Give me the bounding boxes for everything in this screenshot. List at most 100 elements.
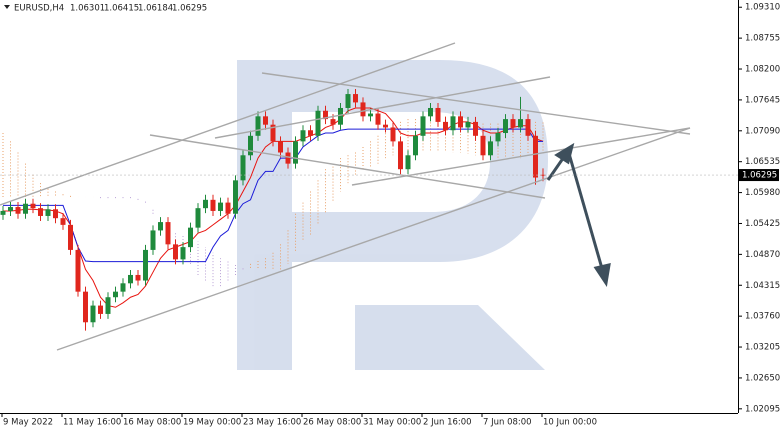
candle-body [38,208,43,216]
candle-body [98,305,103,314]
candle-body [195,208,201,228]
y-tick-label: 1.02650 [745,373,780,383]
x-tick-label: 2 Jun 16:00 [423,418,472,428]
header-icon [4,5,10,9]
x-tick-label: 16 May 08:00 [123,418,181,428]
header-high: 1.06415 [104,4,139,14]
candle-body [165,222,171,245]
candle-body [330,119,336,125]
candle-body [135,274,141,281]
candle-body [465,121,471,128]
candle-body [428,107,433,117]
candle-body [390,127,396,142]
candle-body [233,180,238,214]
candle-body [218,202,223,211]
y-tick-label: 1.03205 [745,343,780,353]
candle-body [345,94,351,108]
time-axis: 9 May 2022 11 May 16:00 16 May 08:00 19 May… [1,413,597,428]
candle-body [293,141,298,164]
candle-body [158,222,163,231]
candle-body [323,110,328,120]
candle-body [300,130,306,142]
candle-body [278,141,283,153]
candle-body [105,297,111,314]
y-tick-label: 1.09310 [745,3,780,13]
candle-body [83,291,88,323]
x-tick-label: 23 May 16:00 [243,418,301,428]
arrow-down [566,149,605,273]
watermark [237,60,548,370]
candle-body [150,230,156,250]
candle-body [180,247,186,260]
candle-body [420,116,426,136]
candle-body [398,141,403,170]
header: EURUSD,H4 1.06301 1.06415 1.06184 1.0629… [4,4,207,14]
trendlines [0,42,691,351]
y-tick-label: 1.07645 [745,95,780,105]
candle-body [443,121,448,131]
candle-body [383,124,388,128]
candle-body [210,199,216,211]
candle-body [128,274,133,284]
candle-body [45,209,51,216]
candle-body [15,207,21,214]
trendline [0,42,456,206]
candle-body [510,119,516,128]
candle-body [75,249,81,292]
candle-body [503,119,508,134]
candle-body [173,244,178,260]
candle-body [353,94,358,103]
y-tick-label: 1.08200 [745,65,780,75]
candle-body [488,141,493,156]
candle-body [0,210,6,215]
symbol: EURUSD,H4 [14,4,64,14]
candle-body [270,124,276,142]
candle-body [360,102,366,117]
trendline [56,127,691,351]
candle-body [480,135,486,156]
y-tick-label: 1.07090 [745,126,780,136]
y-tick-label: 1.05425 [745,219,780,229]
header-open: 1.06301 [70,4,105,14]
y-tick-label: 1.08755 [745,34,780,44]
candle-body [113,291,118,298]
candle-body [533,135,538,178]
candle-body [473,121,478,136]
candle-body [525,119,531,136]
candle-body [518,119,523,128]
x-tick-label: 7 Jun 08:00 [483,418,532,428]
candle-body [248,135,253,156]
candle-body [255,116,261,136]
candle-body [240,155,246,181]
candle-body [60,218,66,225]
candle-body [375,113,381,125]
candle-body [405,155,411,170]
candle-body [285,152,291,164]
candle-body [30,203,36,209]
candle-body [338,107,343,125]
candle-body [263,116,268,125]
y-tick-label: 1.03760 [745,312,780,322]
y-tick-label: 1.05980 [745,188,780,198]
trendline [214,76,551,139]
candle-body [203,199,208,209]
candle-body [413,135,418,156]
trendline [149,134,546,199]
candle-body [458,116,463,128]
trendline [261,72,691,135]
candle-body [308,130,313,136]
current-price: 1.06295 [0,169,779,182]
candle-body [435,107,441,122]
x-tick-label: 10 Jun 00:00 [543,418,597,428]
trendline [351,127,691,186]
current-price-box [739,169,779,182]
y-tick-label: 1.06535 [745,157,780,167]
candle-body [68,224,73,250]
x-tick-label: 9 May 2022 [3,418,53,428]
candle-body [23,203,28,214]
x-tick-label: 11 May 16:00 [63,418,121,428]
candle-body [495,133,501,142]
header-close: 1.06295 [172,4,207,14]
x-tick-label: 19 May 00:00 [183,418,241,428]
y-tick-label: 1.04870 [745,250,780,260]
